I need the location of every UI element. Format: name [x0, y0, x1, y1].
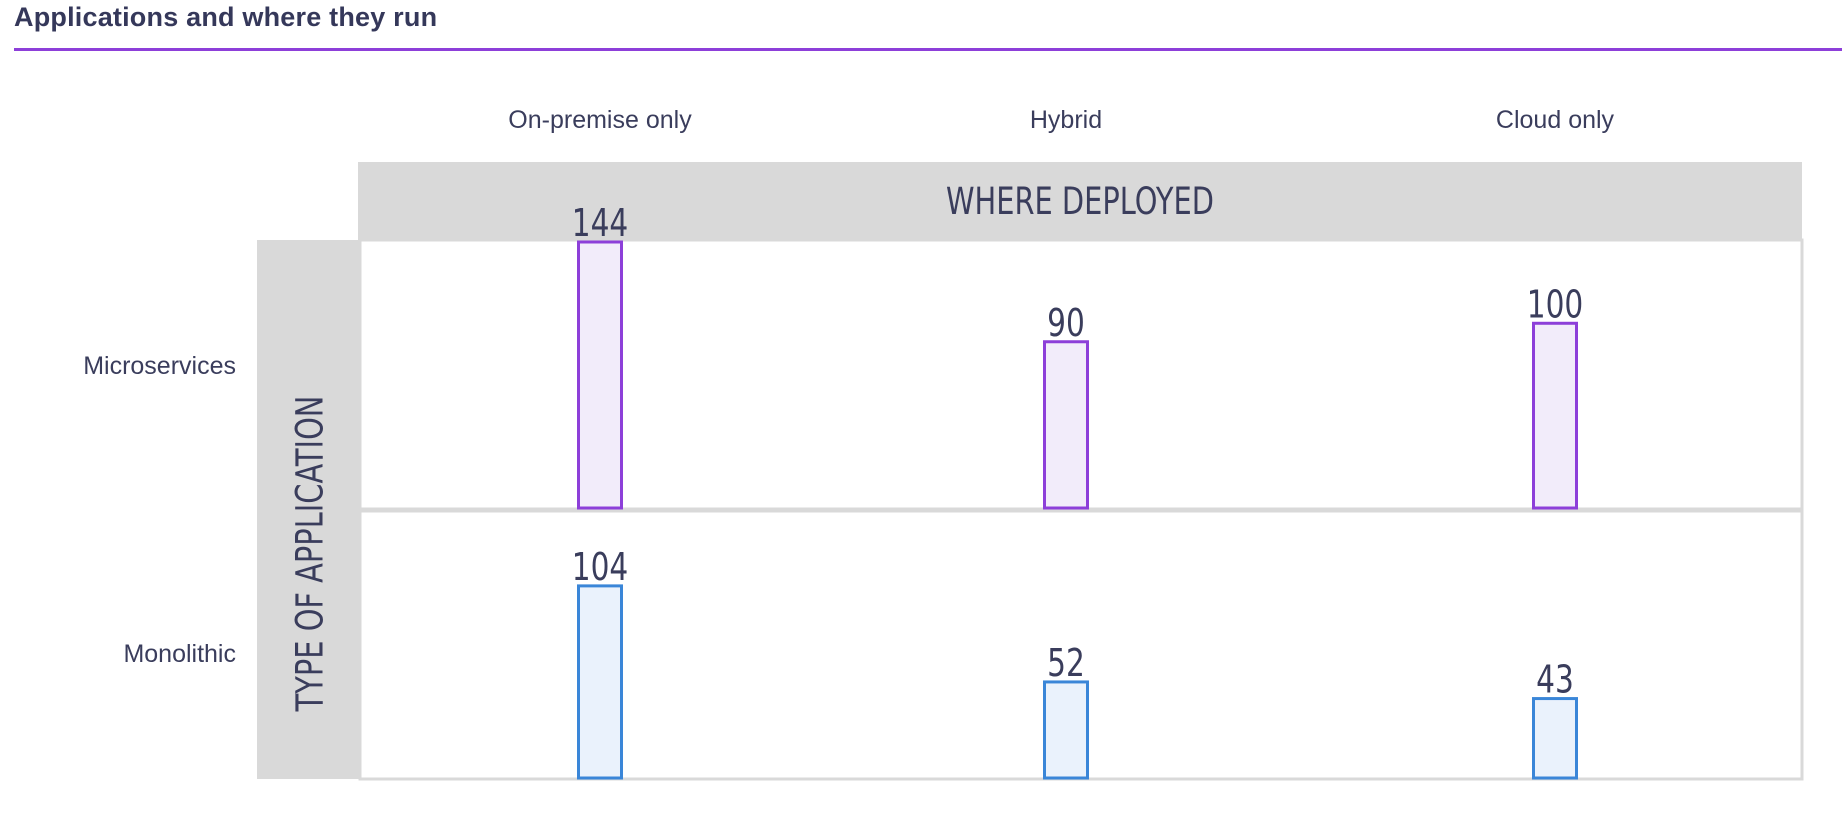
bar [577, 584, 623, 780]
page-title: Applications and where they run [14, 2, 438, 32]
x-axis-header-band [358, 162, 1802, 240]
y-axis-header-band [257, 240, 360, 779]
y-axis-title: TYPE OF APPLICATION [288, 396, 331, 713]
data-label: 90 [1047, 301, 1085, 346]
data-label: 144 [572, 201, 629, 246]
column-label: On-premise only [508, 106, 692, 134]
data-label: 52 [1047, 641, 1085, 686]
row-label: Microservices [83, 352, 236, 380]
bar [1532, 321, 1578, 510]
bar [1043, 680, 1089, 780]
data-label: 43 [1536, 658, 1574, 703]
x-axis-title: WHERE DEPLOYED [946, 179, 1214, 222]
bar [1532, 697, 1578, 780]
data-label: 100 [1527, 283, 1584, 328]
bar [1043, 340, 1089, 510]
data-label: 104 [572, 545, 629, 590]
column-label: Cloud only [1496, 106, 1615, 134]
bar [577, 240, 623, 510]
row-label: Monolithic [123, 640, 236, 668]
column-label: Hybrid [1030, 106, 1102, 134]
title-underline [14, 48, 1842, 51]
